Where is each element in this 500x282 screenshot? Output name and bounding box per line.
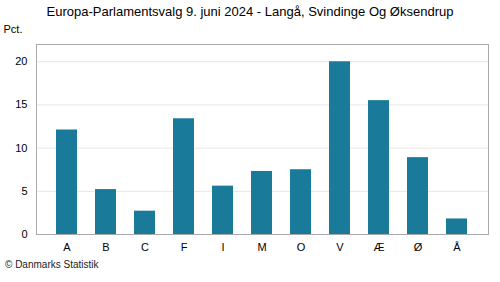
svg-text:I: I — [221, 241, 224, 253]
svg-text:A: A — [63, 241, 71, 253]
svg-text:Pct.: Pct. — [4, 23, 23, 35]
svg-text:F: F — [181, 241, 188, 253]
html-text:© Danmarks Statistik: © Danmarks Statistik — [5, 259, 99, 270]
svg-text:Æ: Æ — [374, 241, 385, 253]
svg-text:Å: Å — [453, 241, 461, 253]
html-text:Europa-Parlamentsvalg 9. juni: Europa-Parlamentsvalg 9. juni 2024 - Lan… — [46, 4, 454, 19]
svg-text:Ø: Ø — [414, 241, 423, 253]
svg-text:20: 20 — [15, 55, 27, 67]
svg-text:C: C — [141, 241, 149, 253]
svg-text:M: M — [257, 241, 266, 253]
svg-text:15: 15 — [15, 98, 27, 110]
svg-text:B: B — [102, 241, 109, 253]
svg-text:O: O — [297, 241, 306, 253]
svg-text:5: 5 — [21, 185, 27, 197]
svg-text:0: 0 — [21, 228, 27, 240]
svg-text:10: 10 — [15, 142, 27, 154]
svg-text:V: V — [336, 241, 344, 253]
